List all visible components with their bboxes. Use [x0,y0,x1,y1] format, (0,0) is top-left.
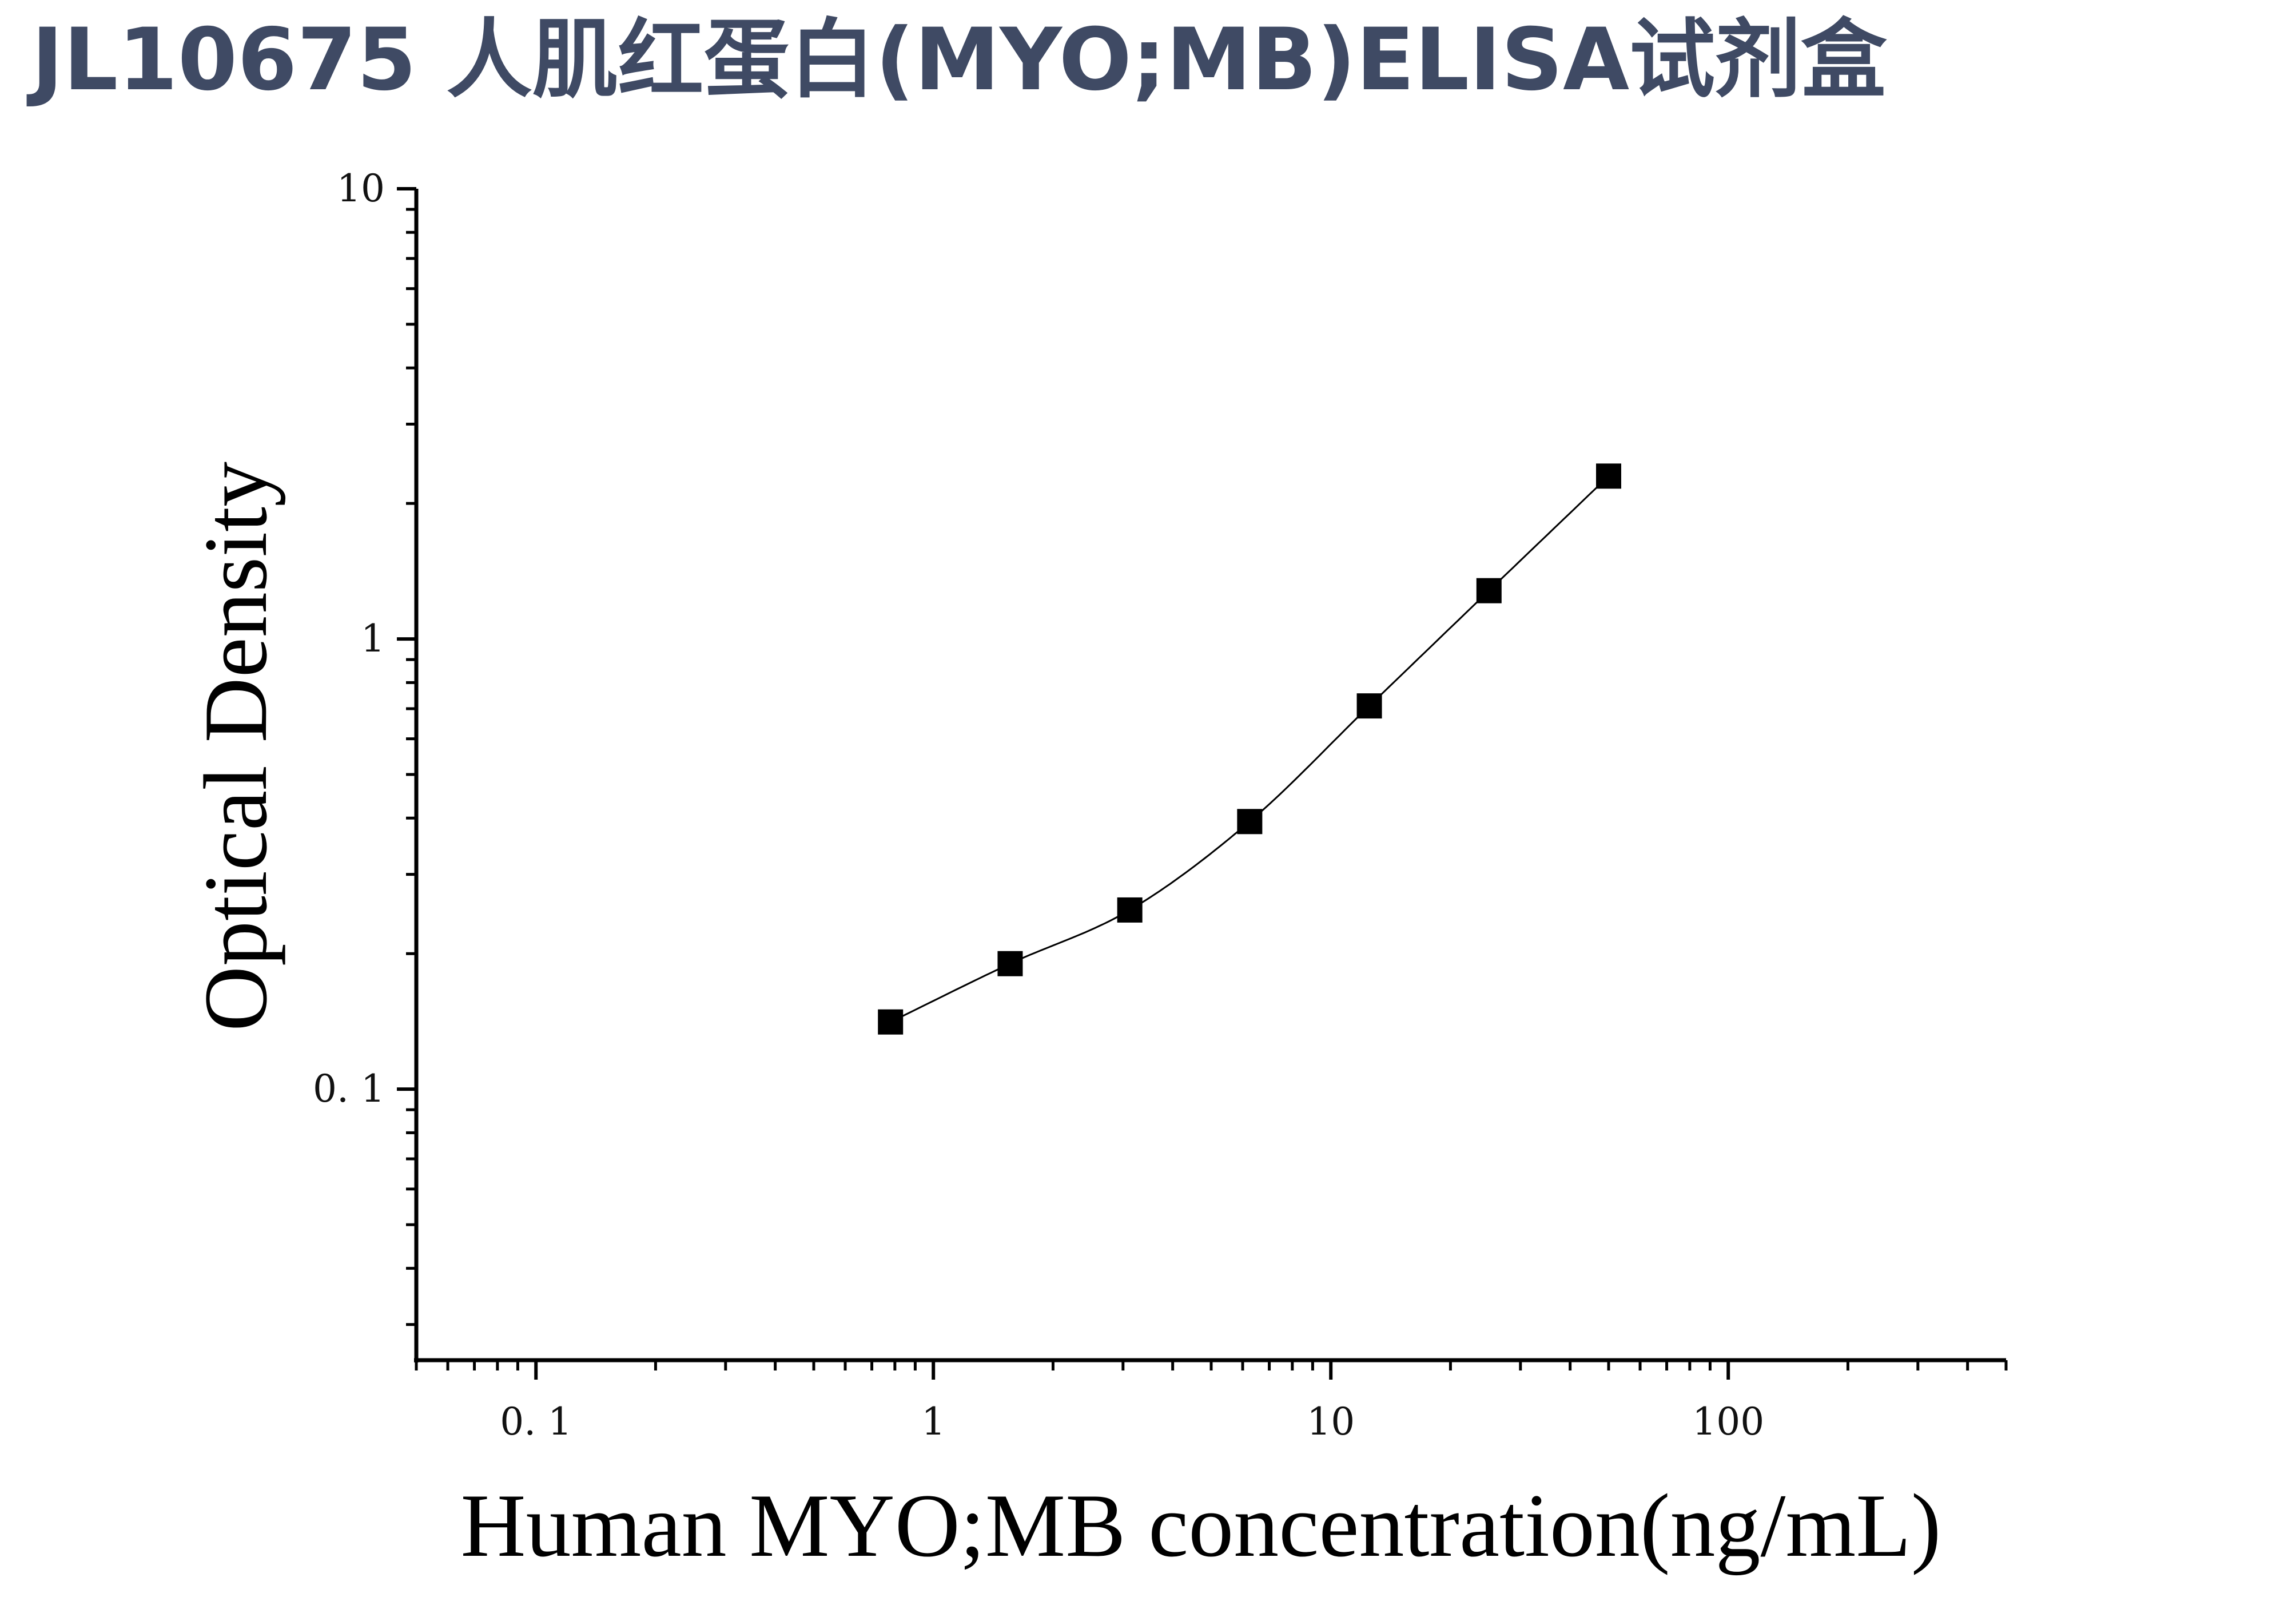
data-point [878,1009,904,1035]
y-axis-title: Optical Density [186,462,286,1031]
data-point [1117,897,1143,923]
y-tick-label: 0. 1 [313,1067,385,1111]
x-tick-label: 10 [1307,1400,1355,1444]
y-tick-label: 10 [337,166,385,210]
data-point [997,951,1023,976]
fit-curve [890,475,1610,1023]
data-point [1476,578,1502,603]
data-point [1356,693,1382,719]
page-title: JL10675 人肌红蛋白(MYO;MB)ELISA试剂盒 [31,10,1887,110]
x-tick-label: 100 [1692,1400,1764,1444]
data-point [1596,463,1621,489]
x-tick-label: 1 [921,1400,945,1444]
axis-ticks [397,187,2008,1380]
axis-tick-labels: 0. 1 1 10 100 0. 1 1 10 [313,166,1764,1444]
chart-axes [414,189,2006,1362]
x-axis-title: Human MYO;MB concentration(ng/mL) [461,1476,1941,1576]
data-points [878,463,1621,1035]
data-point [1237,809,1263,835]
y-tick-label: 1 [361,617,385,661]
x-tick-label: 0. 1 [500,1400,572,1444]
